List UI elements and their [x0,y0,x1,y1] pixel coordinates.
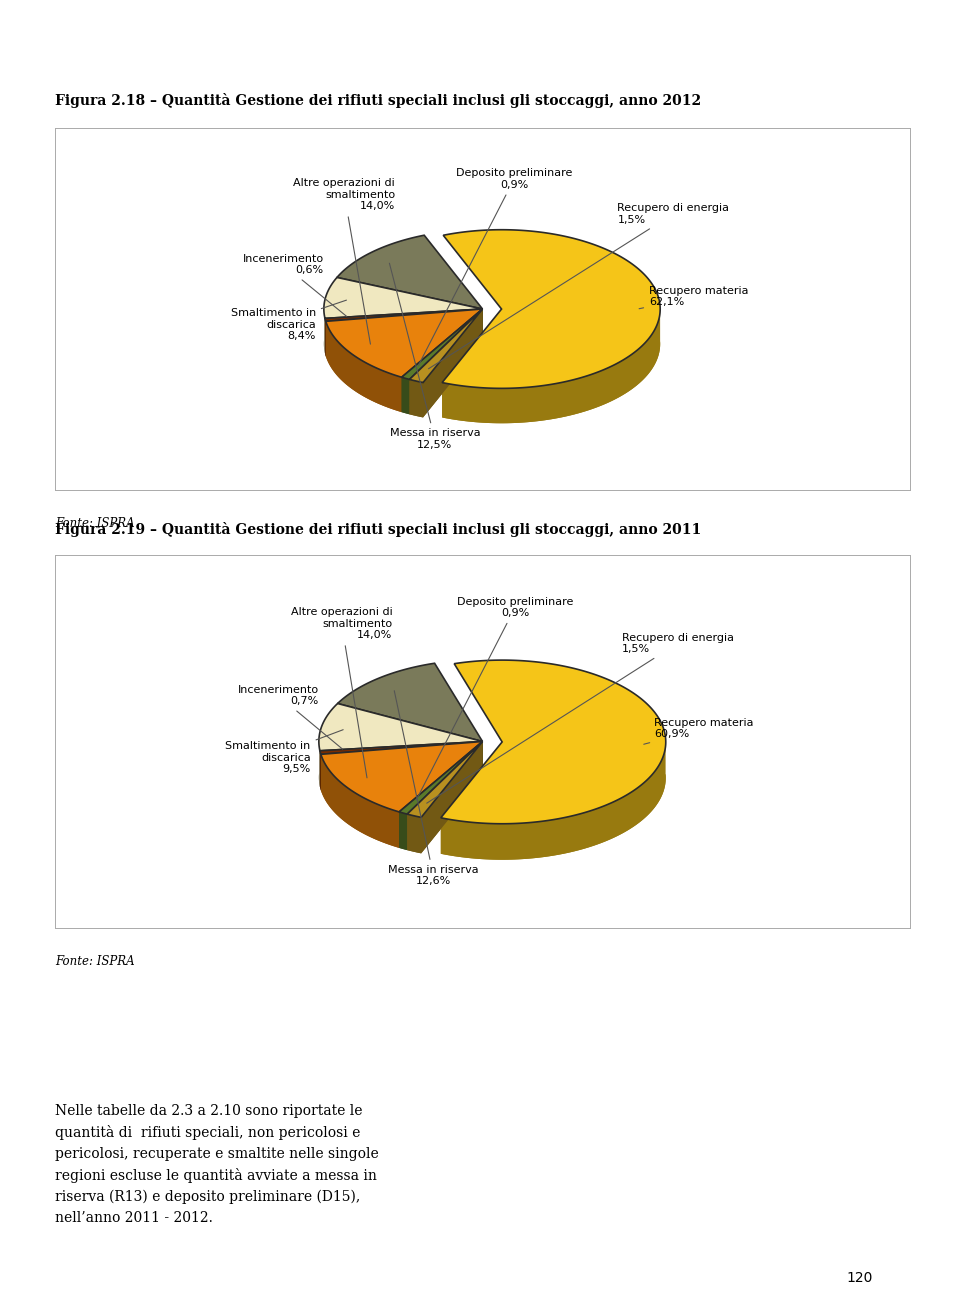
Text: Smaltimento in
discarica
9,5%: Smaltimento in discarica 9,5% [226,729,343,775]
Polygon shape [410,309,483,383]
Polygon shape [423,309,483,418]
Polygon shape [320,741,483,754]
Text: Incenerimento
0,6%: Incenerimento 0,6% [243,254,347,317]
Polygon shape [443,309,501,418]
Text: Smaltimento in
discarica
8,4%: Smaltimento in discarica 8,4% [230,300,347,341]
Polygon shape [320,741,483,787]
Text: Fonte: ISPRA: Fonte: ISPRA [55,955,134,968]
Polygon shape [319,737,320,787]
Polygon shape [325,344,483,413]
Polygon shape [410,309,483,414]
Text: Recupero di energia
1,5%: Recupero di energia 1,5% [427,632,733,803]
Polygon shape [410,309,483,414]
Polygon shape [320,750,321,790]
Polygon shape [319,774,483,787]
Polygon shape [443,341,660,423]
Text: Messa in riserva
12,5%: Messa in riserva 12,5% [390,263,480,450]
Polygon shape [324,278,483,318]
Polygon shape [325,322,401,413]
Polygon shape [319,704,483,750]
Polygon shape [407,741,483,850]
Text: Deposito preliminare
0,9%: Deposito preliminare 0,9% [419,169,572,366]
Text: Recupero materia
62,1%: Recupero materia 62,1% [639,286,749,309]
Polygon shape [321,741,483,790]
Polygon shape [441,739,666,859]
Polygon shape [401,309,483,413]
Polygon shape [407,741,483,850]
Polygon shape [338,663,483,741]
Polygon shape [441,742,502,854]
Polygon shape [441,661,665,824]
Polygon shape [443,306,660,423]
Polygon shape [443,230,660,388]
Text: Altre operazioni di
smaltimento
14,0%: Altre operazioni di smaltimento 14,0% [291,607,393,778]
Text: Recupero materia
60,9%: Recupero materia 60,9% [644,718,754,744]
Polygon shape [407,814,421,853]
Polygon shape [401,378,410,414]
Polygon shape [410,344,483,418]
Polygon shape [399,741,483,814]
Polygon shape [325,344,483,356]
Polygon shape [324,305,325,353]
Polygon shape [321,754,399,848]
Text: Messa in riserva
12,6%: Messa in riserva 12,6% [388,691,479,887]
Polygon shape [337,235,483,309]
Polygon shape [401,309,483,379]
Polygon shape [325,309,483,356]
Polygon shape [399,813,407,850]
Text: Deposito preliminare
0,9%: Deposito preliminare 0,9% [417,597,573,800]
Polygon shape [410,379,423,418]
Text: CAPITOLO 2 – GESTIONE DEI RIFIUTI SPECIALI: CAPITOLO 2 – GESTIONE DEI RIFIUTI SPECIA… [214,30,746,51]
Polygon shape [399,778,483,850]
Polygon shape [401,344,483,414]
Polygon shape [325,309,483,353]
Polygon shape [325,309,483,356]
Polygon shape [325,309,483,353]
Polygon shape [325,309,483,378]
Polygon shape [325,309,483,322]
Text: 120: 120 [846,1271,873,1285]
Polygon shape [321,741,483,813]
Polygon shape [401,309,483,413]
Polygon shape [407,741,483,818]
Text: Fonte: ISPRA: Fonte: ISPRA [55,518,134,531]
Polygon shape [320,741,483,787]
Text: Figura 2.19 – Quantità Gestione dei rifiuti speciali inclusi gli stoccaggi, anno: Figura 2.19 – Quantità Gestione dei rifi… [55,522,701,537]
Text: Incenerimento
0,7%: Incenerimento 0,7% [238,685,343,749]
Polygon shape [421,741,483,853]
Polygon shape [321,778,483,848]
Text: Recupero di energia
1,5%: Recupero di energia 1,5% [428,202,730,369]
Polygon shape [399,741,483,848]
Polygon shape [407,778,483,853]
Polygon shape [320,778,483,790]
Text: Altre operazioni di
smaltimento
14,0%: Altre operazioni di smaltimento 14,0% [294,178,396,344]
Text: Figura 2.18 – Quantità Gestione dei rifiuti speciali inclusi gli stoccaggi, anno: Figura 2.18 – Quantità Gestione dei rifi… [55,93,701,108]
Polygon shape [441,775,666,859]
Polygon shape [321,741,483,790]
Polygon shape [324,340,483,353]
Polygon shape [399,741,483,848]
Text: Nelle tabelle da 2.3 a 2.10 sono riportate le
quantità di  rifiuti speciali, non: Nelle tabelle da 2.3 a 2.10 sono riporta… [55,1103,379,1225]
